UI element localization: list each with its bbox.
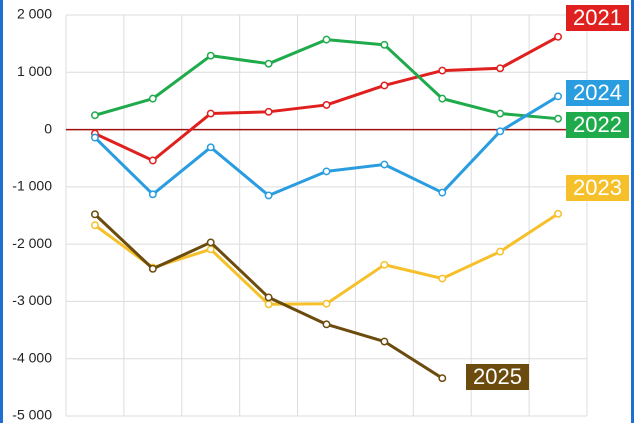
point [148,264,157,273]
legend-box [566,80,629,106]
point [90,133,99,142]
point [496,247,505,256]
legend-label: 2021 [573,5,622,30]
y-tick-label: -4 000 [12,349,52,365]
y-tick-label: 1 000 [17,63,52,79]
point [90,221,99,230]
y-tick-label: -1 000 [12,178,52,194]
point [322,167,331,176]
point [496,127,505,136]
point [554,209,563,218]
point [264,191,273,200]
point [206,51,215,60]
point [264,293,273,302]
legend-box [566,112,629,138]
y-tick-label: -3 000 [12,292,52,308]
legend-box [466,364,529,390]
point [148,156,157,165]
point [438,188,447,197]
point [554,92,563,101]
point [264,300,273,309]
legend-label: 2022 [573,112,622,137]
legend-label: 2024 [573,80,622,105]
point [380,160,389,169]
point [148,94,157,103]
point [322,100,331,109]
point [264,107,273,116]
y-tick-label: 0 [44,120,52,136]
point [148,190,157,199]
point [322,35,331,44]
legend-box [566,5,629,31]
point [380,260,389,269]
point [90,111,99,120]
point [380,337,389,346]
frame-left [0,0,3,423]
point [438,94,447,103]
point [380,81,389,90]
legend-label: 2023 [573,175,622,200]
point [380,40,389,49]
point [206,245,215,254]
point [322,299,331,308]
y-tick-label: -2 000 [12,235,52,251]
y-tick-label: 2 000 [17,6,52,22]
point [206,143,215,152]
point [554,32,563,41]
point [264,59,273,68]
point [322,320,331,329]
point [438,66,447,75]
point [438,374,447,383]
legend-box [566,175,629,201]
point [496,109,505,118]
frame-right [631,0,634,423]
point [496,64,505,73]
point [90,210,99,219]
legend-label: 2025 [473,364,522,389]
point [438,274,447,283]
point [206,238,215,247]
y-tick-label: -5 000 [12,407,52,423]
point [206,109,215,118]
point [554,114,563,123]
